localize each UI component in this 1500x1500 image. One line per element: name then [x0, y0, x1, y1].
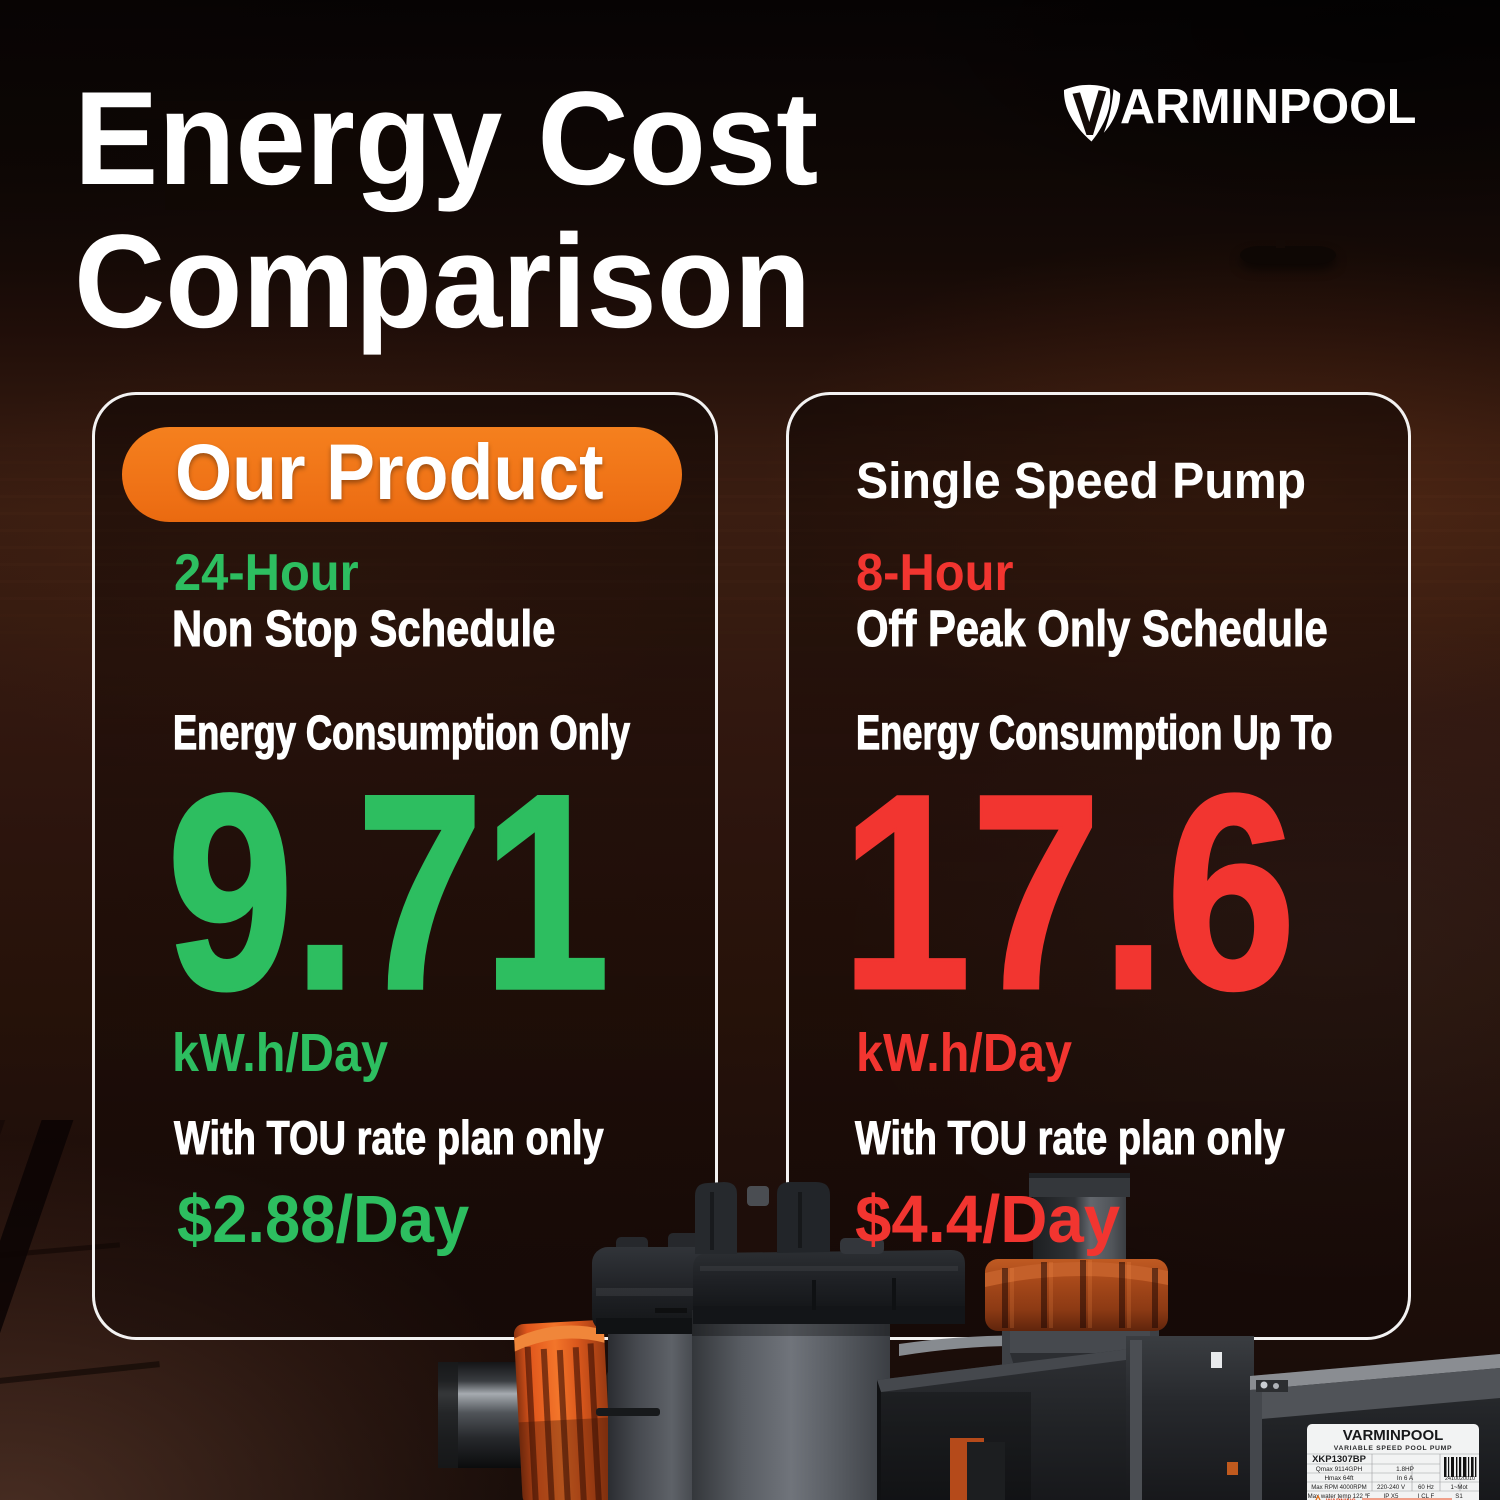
svg-text:XKP1307BP: XKP1307BP: [1312, 1454, 1367, 1465]
svg-text:220-240 V: 220-240 V: [1377, 1484, 1406, 1491]
svg-text:VARIABLE SPEED POOL PUMP: VARIABLE SPEED POOL PUMP: [1334, 1445, 1453, 1452]
svg-text:1.8HP: 1.8HP: [1396, 1466, 1414, 1473]
svg-text:IP X5: IP X5: [1384, 1493, 1399, 1500]
svg-text:I CL F: I CL F: [1418, 1493, 1435, 1500]
svg-text:1~Mot: 1~Mot: [1450, 1484, 1467, 1491]
svg-text:S1: S1: [1455, 1493, 1463, 1500]
svg-text:Qmax 9114GPH: Qmax 9114GPH: [1316, 1466, 1363, 1473]
svg-text:In 6 A: In 6 A: [1397, 1475, 1414, 1482]
svg-text:Max RPM 4000RPM: Max RPM 4000RPM: [1311, 1484, 1367, 1491]
svg-text:VARMINPOOL: VARMINPOOL: [1343, 1427, 1444, 1444]
svg-text:60 Hz: 60 Hz: [1418, 1484, 1434, 1491]
svg-text:2410020010: 2410020010: [1445, 1476, 1475, 1482]
svg-text:WARNING: WARNING: [1326, 1498, 1356, 1500]
svg-text:Max water temp 122 ℉: Max water temp 122 ℉: [1308, 1493, 1371, 1500]
svg-text:Hmax 64ft: Hmax 64ft: [1324, 1475, 1353, 1482]
